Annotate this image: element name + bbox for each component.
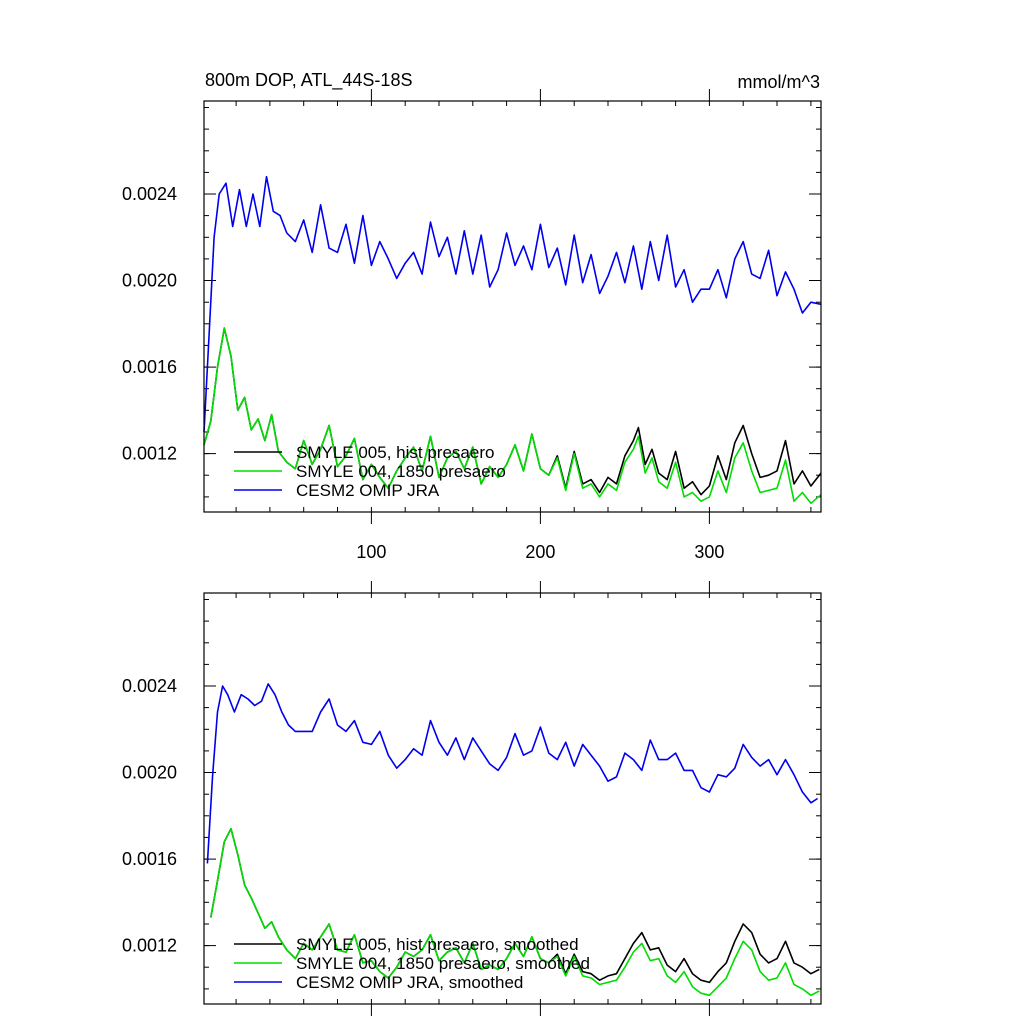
series-line-2 xyxy=(206,683,819,864)
bottom-plot-frame xyxy=(203,592,822,1005)
bottom-panel: 0.0012 0.0016 0.0020 0.0024 SMYLE 005, hist… xyxy=(122,581,822,1016)
legend-label: SMYLE 005, hist presaero xyxy=(296,443,494,462)
y-tick-label: 0.0024 xyxy=(122,184,177,204)
top-plot-frame xyxy=(203,100,822,513)
top-panel: 800m DOP, ATL_44S-18S mmol/m^3 100 200 300… xyxy=(122,70,822,562)
x-tick-label: 300 xyxy=(694,542,724,562)
legend-label: CESM2 OMIP JRA xyxy=(296,481,440,500)
y-tick-label: 0.0024 xyxy=(122,676,177,696)
series-line-1 xyxy=(210,827,820,997)
units-label: mmol/m^3 xyxy=(738,72,820,92)
top-series xyxy=(203,175,822,505)
x-tick-label: 100 xyxy=(356,542,386,562)
y-tick-label: 0.0012 xyxy=(122,936,177,956)
x-tick-label: 200 xyxy=(525,542,555,562)
legend-label: SMYLE 004, 1850 presaero xyxy=(296,462,506,481)
chart-title: 800m DOP, ATL_44S-18S xyxy=(205,70,412,91)
bottom-legend: SMYLE 005, hist presaero, smoothedSMYLE … xyxy=(234,935,590,992)
series-line-2 xyxy=(203,175,822,433)
y-tick-label: 0.0016 xyxy=(122,357,177,377)
top-axes: 100 200 300 0.0012 0.0016 0.0020 0.0024 xyxy=(122,89,821,562)
y-tick-label: 0.0020 xyxy=(122,763,177,783)
bottom-series xyxy=(206,683,820,997)
legend-label: CESM2 OMIP JRA, smoothed xyxy=(296,973,523,992)
bottom-axes: 0.0012 0.0016 0.0020 0.0024 xyxy=(122,581,821,1016)
y-tick-label: 0.0012 xyxy=(122,444,177,464)
legend-label: SMYLE 005, hist presaero, smoothed xyxy=(296,935,579,954)
legend-label: SMYLE 004, 1850 presaero, smoothed xyxy=(296,954,590,973)
series-line-1 xyxy=(203,327,822,505)
y-tick-label: 0.0020 xyxy=(122,271,177,291)
y-tick-label: 0.0016 xyxy=(122,849,177,869)
